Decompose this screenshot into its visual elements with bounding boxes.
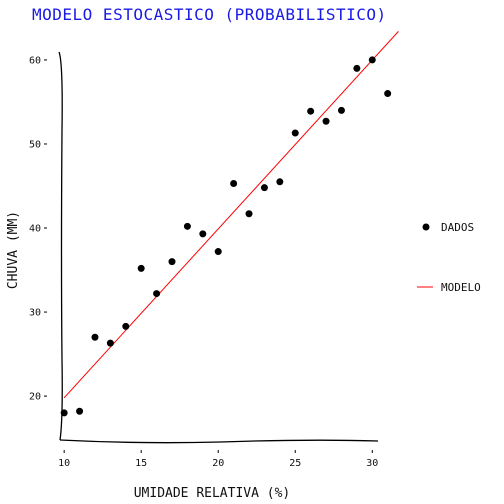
data-point <box>276 178 284 186</box>
axes <box>58 51 379 444</box>
x-tick-label: 30 <box>366 458 378 469</box>
y-axis-ticks: 20 30 40 50 60 <box>29 55 47 403</box>
y-tick-label: 50 <box>29 139 41 150</box>
model-line-layer <box>63 31 399 399</box>
y-axis-line <box>58 51 63 441</box>
x-tick-label: 25 <box>289 458 301 469</box>
y-axis-label: CHUVA (MM) <box>6 211 21 289</box>
data-point <box>291 129 299 137</box>
data-point <box>106 339 114 347</box>
legend-dados-marker <box>422 223 430 231</box>
data-point <box>307 107 315 115</box>
x-tick-label: 15 <box>135 458 147 469</box>
data-point <box>260 184 268 192</box>
x-axis-label: UMIDADE RELATIVA (%) <box>134 486 291 501</box>
legend-modelo-label: MODELO <box>441 281 481 294</box>
data-point <box>153 290 161 298</box>
data-point <box>337 106 345 114</box>
data-point <box>368 56 376 64</box>
model-line <box>63 31 399 399</box>
data-point <box>137 264 145 272</box>
data-point <box>168 258 176 266</box>
chart-title: MODELO ESTOCASTICO (PROBABILISTICO) <box>32 5 387 24</box>
data-point <box>322 117 330 125</box>
legend-dados-label: DADOS <box>441 221 474 234</box>
data-point <box>230 179 238 187</box>
y-tick-label: 30 <box>29 308 41 319</box>
y-tick-label: 60 <box>29 55 41 66</box>
y-tick-label: 40 <box>29 224 41 235</box>
data-point <box>76 407 84 415</box>
data-point <box>60 409 68 417</box>
data-point <box>91 333 99 341</box>
data-point <box>122 322 130 330</box>
data-point <box>199 230 207 238</box>
data-point <box>245 210 253 218</box>
data-point <box>183 222 191 230</box>
data-point <box>214 248 222 256</box>
x-tick-label: 20 <box>212 458 224 469</box>
data-point <box>353 64 361 72</box>
legend: DADOS MODELO <box>417 221 481 294</box>
x-axis-ticks: 10 15 20 25 30 <box>58 450 378 469</box>
data-points-layer <box>60 56 392 417</box>
x-tick-label: 10 <box>58 458 70 469</box>
x-axis-line <box>59 439 379 444</box>
data-point <box>384 90 392 98</box>
y-tick-label: 20 <box>29 392 41 403</box>
